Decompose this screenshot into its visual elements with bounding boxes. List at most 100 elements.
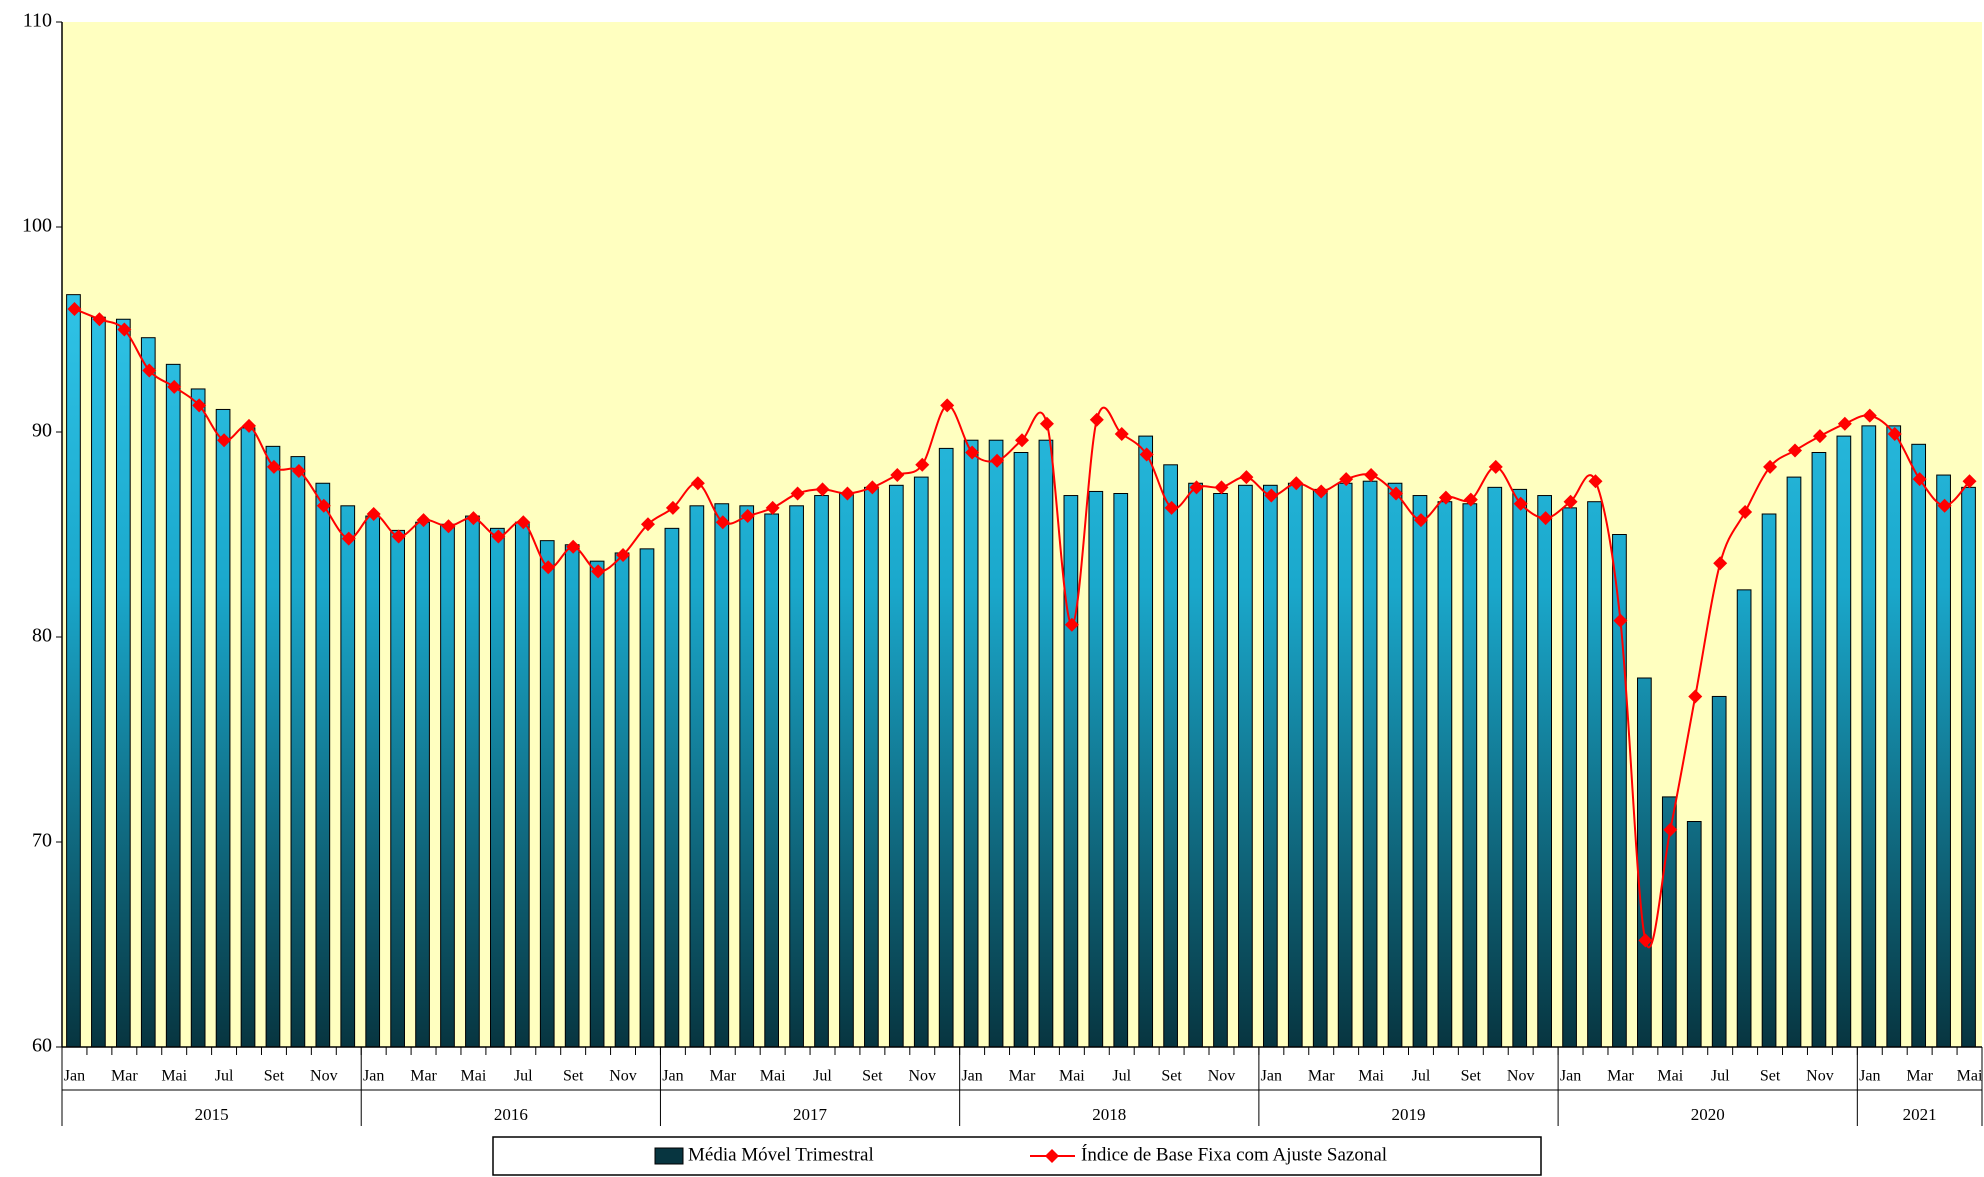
line-marker xyxy=(167,379,182,394)
bar xyxy=(1711,695,1727,1048)
line-marker xyxy=(1613,613,1628,628)
legend-label: Índice de Base Fixa com Ajuste Sazonal xyxy=(1081,1143,1387,1165)
line-marker xyxy=(266,459,281,474)
year-label: 2019 xyxy=(1391,1105,1425,1124)
x-tick-label: Jan xyxy=(363,1068,384,1085)
x-tick-label: Mar xyxy=(410,1068,437,1085)
y-tick-label: 70 xyxy=(32,830,52,852)
x-tick-label: Jan xyxy=(1859,1068,1880,1085)
bar xyxy=(1238,484,1253,1048)
bar xyxy=(365,515,381,1048)
y-tick-label: 60 xyxy=(32,1035,52,1057)
bar xyxy=(415,521,430,1048)
line-marker xyxy=(990,453,1005,468)
line-marker xyxy=(1463,492,1478,507)
line-marker xyxy=(466,511,481,526)
line-marker xyxy=(1663,822,1678,837)
line-marker xyxy=(591,564,606,579)
bar xyxy=(66,294,81,1048)
year-label: 2016 xyxy=(494,1105,528,1124)
line-marker xyxy=(1389,486,1404,501)
bar xyxy=(1462,503,1478,1048)
line-marker xyxy=(665,500,680,515)
line-marker xyxy=(1189,480,1204,495)
bar xyxy=(1736,589,1752,1048)
line-marker xyxy=(217,433,232,448)
line-marker xyxy=(142,363,157,378)
legend-swatch xyxy=(654,1147,684,1165)
year-label: 2018 xyxy=(1092,1105,1126,1124)
x-tick-label: Mai xyxy=(1059,1068,1085,1085)
x-tick-label: Nov xyxy=(1507,1068,1535,1085)
bar xyxy=(1262,484,1278,1048)
bar xyxy=(1163,464,1178,1048)
line-marker xyxy=(840,486,855,501)
bar xyxy=(639,548,655,1048)
line-marker xyxy=(890,468,905,483)
y-tick-label: 110 xyxy=(23,10,52,32)
line-marker xyxy=(815,482,830,497)
line-marker xyxy=(117,322,132,337)
x-tick-label: Nov xyxy=(908,1068,936,1085)
x-tick-label: Nov xyxy=(609,1068,637,1085)
bar xyxy=(315,482,331,1048)
x-tick-label: Set xyxy=(862,1068,883,1085)
x-tick-label: Mar xyxy=(1607,1068,1634,1085)
bar xyxy=(1761,513,1777,1048)
line-marker xyxy=(1488,459,1503,474)
bar xyxy=(888,484,904,1048)
line-marker xyxy=(1812,429,1827,444)
x-tick-label: Jan xyxy=(961,1068,982,1085)
x-tick-label: Mai xyxy=(1358,1068,1384,1085)
line-marker xyxy=(1738,504,1753,519)
line-marker xyxy=(1064,617,1079,632)
line-marker xyxy=(1214,480,1229,495)
x-tick-label: Mai xyxy=(461,1068,487,1085)
bar xyxy=(1337,482,1353,1048)
x-tick-label: Mai xyxy=(161,1068,187,1085)
bar xyxy=(440,523,455,1048)
bar xyxy=(215,408,231,1048)
bar xyxy=(390,529,405,1048)
line-marker xyxy=(1588,474,1603,489)
x-tick-label: Mar xyxy=(1906,1068,1933,1085)
bar xyxy=(465,515,480,1048)
bar xyxy=(913,476,929,1048)
bar xyxy=(864,486,879,1048)
line-marker xyxy=(1239,470,1254,485)
line-marker xyxy=(1638,933,1653,948)
bar xyxy=(1512,488,1528,1048)
line-marker xyxy=(92,312,107,327)
bar xyxy=(290,456,306,1048)
bar xyxy=(1811,452,1827,1048)
bar xyxy=(1038,439,1054,1048)
line-marker xyxy=(715,515,730,530)
line-marker xyxy=(441,519,456,534)
line-marker xyxy=(541,560,556,575)
x-tick-label: Jul xyxy=(1112,1068,1131,1085)
year-label: 2017 xyxy=(793,1105,828,1124)
x-tick-label: Set xyxy=(1760,1068,1781,1085)
bar xyxy=(1487,486,1503,1048)
line-marker xyxy=(491,529,506,544)
line-marker xyxy=(1164,500,1179,515)
bar xyxy=(564,544,580,1048)
bar xyxy=(1587,501,1602,1048)
x-tick-label: Mai xyxy=(760,1068,786,1085)
line-marker xyxy=(67,302,82,316)
line-marker xyxy=(790,486,805,501)
x-tick-label: Mar xyxy=(1308,1068,1335,1085)
x-tick-label: Jul xyxy=(1412,1068,1431,1085)
y-tick-label: 90 xyxy=(32,420,52,442)
line-marker xyxy=(1837,416,1852,431)
bar xyxy=(1088,490,1104,1048)
bar xyxy=(714,503,730,1048)
line-marker xyxy=(291,463,306,478)
bar xyxy=(589,560,605,1048)
line-marker xyxy=(1039,416,1054,431)
x-tick-label: Mar xyxy=(111,1068,138,1085)
bar xyxy=(1412,495,1428,1048)
bar xyxy=(988,439,1004,1048)
x-tick-label: Mai xyxy=(1957,1068,1983,1085)
